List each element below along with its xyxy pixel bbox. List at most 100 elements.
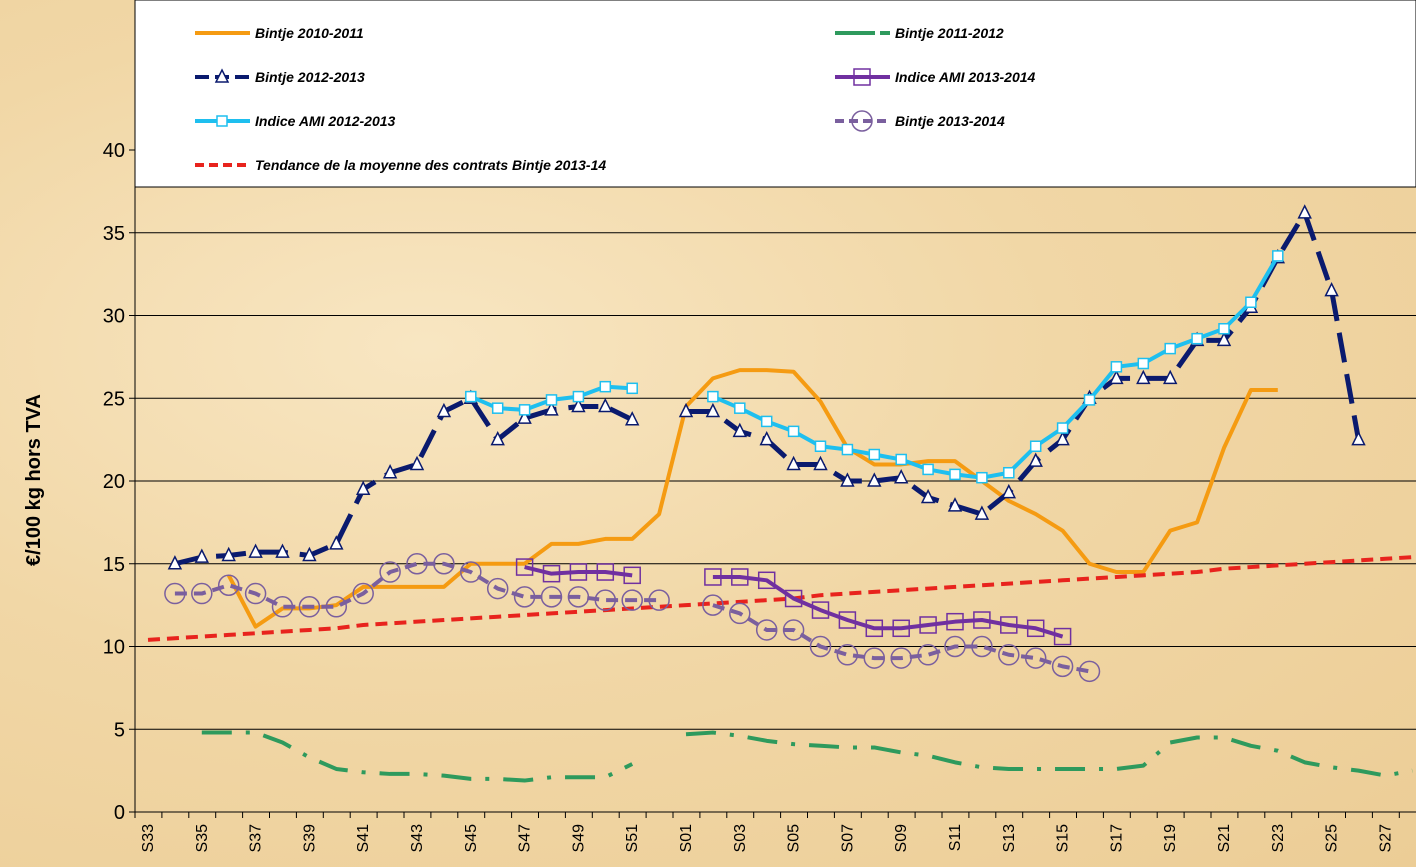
- marker: [949, 468, 961, 481]
- marker: [217, 574, 240, 597]
- marker: [841, 443, 854, 456]
- marker: [786, 455, 801, 471]
- y-tick-label: 20: [103, 471, 125, 493]
- marker: [731, 568, 749, 586]
- marker: [865, 619, 884, 638]
- marker: [621, 589, 643, 611]
- marker: [868, 448, 881, 461]
- marker: [1136, 369, 1151, 385]
- marker: [971, 635, 993, 658]
- marker: [436, 402, 452, 418]
- marker: [1083, 394, 1096, 406]
- x-tick-label: S23: [1270, 824, 1287, 853]
- series-line: [226, 368, 1278, 629]
- series-line: [174, 210, 1361, 567]
- marker: [1324, 281, 1339, 297]
- marker: [382, 464, 398, 479]
- marker: [1028, 452, 1043, 467]
- marker: [1055, 430, 1070, 446]
- legend-label: Indice AMI 2013-2014: [895, 69, 1036, 85]
- legend-label: Bintje 2010-2011: [255, 25, 364, 41]
- marker: [867, 472, 882, 487]
- marker: [973, 611, 991, 629]
- marker: [544, 401, 559, 416]
- marker: [757, 571, 776, 590]
- marker: [976, 471, 988, 484]
- legend-label: Bintje 2011-2012: [895, 25, 1004, 41]
- marker: [1110, 361, 1123, 373]
- marker: [1000, 616, 1018, 634]
- marker: [944, 635, 966, 658]
- marker: [379, 561, 401, 583]
- x-tick-label: S19: [1162, 824, 1179, 853]
- marker: [732, 422, 748, 438]
- marker: [755, 619, 778, 641]
- marker: [465, 390, 477, 403]
- x-tick-label: S39: [301, 824, 318, 853]
- y-tick-label: 35: [103, 223, 125, 245]
- series-line: [147, 555, 1413, 642]
- legend-marker: [216, 115, 228, 127]
- marker: [271, 596, 294, 618]
- marker: [518, 404, 531, 416]
- marker: [863, 647, 886, 669]
- marker: [1109, 369, 1124, 385]
- x-tick-label: S47: [517, 824, 534, 853]
- marker: [1029, 440, 1042, 452]
- marker: [164, 582, 186, 605]
- legend-box: [134, 0, 1416, 188]
- marker: [1051, 655, 1074, 678]
- marker: [759, 430, 774, 446]
- marker: [707, 390, 719, 403]
- series-line: [174, 561, 1090, 674]
- marker: [1024, 647, 1047, 669]
- marker: [302, 546, 317, 562]
- marker: [409, 455, 425, 471]
- marker: [840, 472, 855, 487]
- x-tick-label: S43: [409, 824, 426, 853]
- marker: [1056, 422, 1069, 434]
- x-tick-label: S03: [732, 824, 749, 853]
- marker: [167, 555, 183, 570]
- marker: [704, 568, 722, 586]
- marker: [811, 601, 830, 619]
- marker: [1137, 357, 1150, 370]
- legend-label: Indice AMI 2012-2013: [255, 113, 396, 129]
- marker: [974, 505, 990, 520]
- marker: [596, 563, 615, 581]
- marker: [1162, 369, 1178, 385]
- y-axis-title: €/100 kg hors TVA: [23, 394, 45, 566]
- marker: [486, 577, 509, 600]
- marker: [517, 409, 532, 424]
- x-tick-label: S35: [194, 824, 211, 853]
- marker: [705, 402, 721, 418]
- marker: [325, 596, 348, 618]
- legend: Bintje 2010-2011 Bintje 2011-2012 Bintje 2…: [195, 25, 1036, 173]
- x-tick-label: S45: [463, 824, 480, 853]
- legend-marker: [214, 68, 230, 83]
- marker: [1218, 322, 1230, 335]
- marker: [191, 582, 213, 605]
- x-tick-label: S41: [355, 824, 372, 853]
- marker: [890, 647, 912, 669]
- marker: [194, 548, 210, 563]
- marker: [624, 411, 640, 426]
- marker: [838, 611, 857, 629]
- legend-marker: [851, 110, 873, 132]
- marker: [895, 453, 907, 466]
- plot-area: [147, 204, 1413, 783]
- marker: [760, 415, 773, 428]
- x-tick-label: S25: [1324, 824, 1341, 853]
- marker: [919, 616, 937, 634]
- marker: [1297, 204, 1312, 219]
- marker: [572, 390, 585, 403]
- marker: [729, 602, 751, 625]
- marker: [998, 644, 1020, 666]
- y-tick-label: 0: [114, 802, 125, 824]
- marker: [892, 619, 910, 638]
- x-tick-label: S09: [893, 824, 910, 853]
- legend-label: Bintje 2012-2013: [255, 69, 365, 85]
- marker: [1003, 466, 1015, 479]
- marker: [922, 463, 934, 476]
